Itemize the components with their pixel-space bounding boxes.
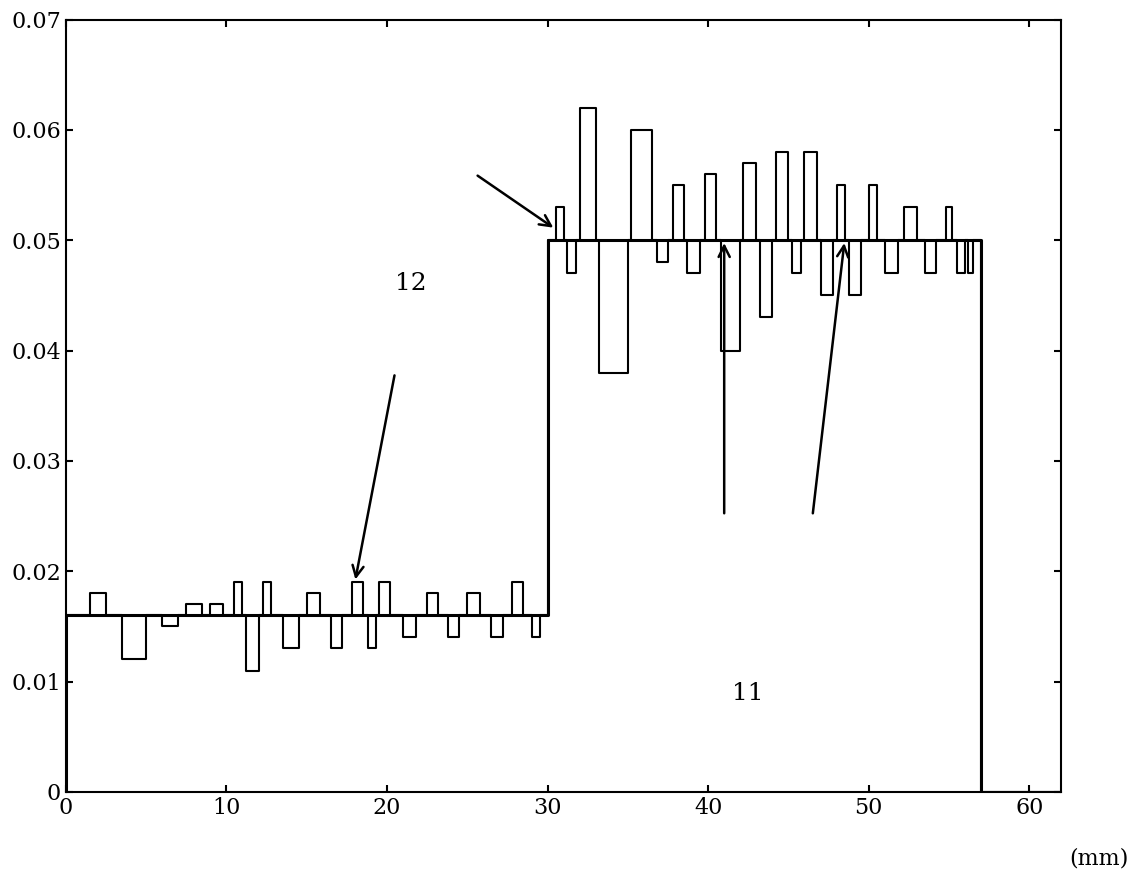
Text: 11: 11 <box>732 682 764 705</box>
Text: (mm): (mm) <box>1070 847 1129 869</box>
Text: 12: 12 <box>395 272 427 295</box>
